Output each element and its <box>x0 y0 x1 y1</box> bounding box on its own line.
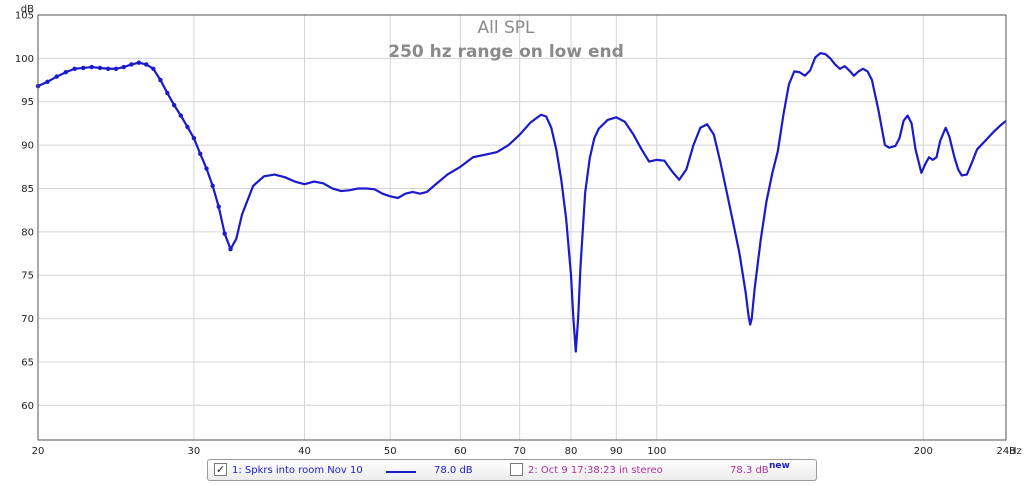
y-tick-label: 60 <box>21 401 34 412</box>
y-tick-label: 85 <box>21 184 34 195</box>
data-point <box>54 74 59 79</box>
chart-subtitle: 250 hz range on low end <box>388 42 624 62</box>
x-tick-label: 100 <box>647 446 666 457</box>
data-point <box>165 90 170 96</box>
data-point <box>216 204 221 209</box>
data-point <box>72 66 77 71</box>
data-point <box>105 66 111 71</box>
data-point <box>185 124 190 130</box>
data-point <box>191 135 197 141</box>
y-axis-label: dB <box>21 4 34 15</box>
y-tick-label: 100 <box>15 54 34 65</box>
data-point <box>151 66 156 71</box>
y-tick-label: 80 <box>21 227 34 238</box>
data-point <box>121 64 126 70</box>
data-point <box>136 60 142 65</box>
data-point <box>45 79 50 84</box>
data-point <box>81 65 86 71</box>
axis-ticks: 60 65 70 75 80 85 90 95 100 105 20 30 40 50 60 70 80 90 10… <box>15 11 1016 458</box>
data-point <box>63 70 69 75</box>
x-tick-label: 40 <box>298 446 311 457</box>
legend-item1-label[interactable]: 1: Spkrs into room Nov 10 <box>232 465 363 476</box>
grid-lines <box>37 14 1006 440</box>
x-tick-label: 90 <box>610 446 623 457</box>
x-tick-label: 60 <box>454 446 467 457</box>
data-point <box>143 62 149 67</box>
plot-frame <box>37 14 1007 441</box>
legend-item1-swatch <box>386 471 416 473</box>
y-tick-label: 70 <box>21 314 34 325</box>
x-tick-label: 70 <box>513 446 526 457</box>
legend-item2-checkbox[interactable] <box>510 463 523 476</box>
data-point <box>210 183 215 189</box>
series-layer <box>35 52 1007 353</box>
x-tick-label: 80 <box>565 446 578 457</box>
legend-item1-value: 78.0 dB <box>434 465 473 476</box>
data-point <box>113 66 119 71</box>
y-tick-label: 90 <box>21 141 34 152</box>
y-tick-label: 75 <box>21 271 34 282</box>
legend-item2-new-badge: new <box>769 461 790 471</box>
series-line-1 <box>37 52 1007 353</box>
y-tick-label: 65 <box>21 357 34 368</box>
data-point <box>89 64 94 70</box>
x-tick-label: 248 <box>996 446 1015 457</box>
legend-item2-value: 78.3 dB <box>730 465 769 476</box>
legend-item1-checkbox[interactable]: ✓ <box>214 463 227 476</box>
x-tick-label: 200 <box>914 446 933 457</box>
y-tick-label: 95 <box>21 97 34 108</box>
y-tick-label: 105 <box>15 11 34 22</box>
x-tick-label: 30 <box>188 446 201 457</box>
legend-item2-label[interactable]: 2: Oct 9 17:38:23 in stereo <box>528 465 663 476</box>
data-point <box>204 166 209 171</box>
data-point <box>129 62 134 67</box>
data-point <box>171 103 177 108</box>
data-point <box>158 77 163 83</box>
spl-chart: 60 65 70 75 80 85 90 95 100 105 20 30 40 50 60 70 80 90 10… <box>15 4 1022 458</box>
x-axis-unit: Hz <box>1009 446 1022 457</box>
data-point <box>198 151 203 156</box>
data-point <box>228 246 233 252</box>
data-point <box>222 231 227 236</box>
x-tick-label: 20 <box>32 446 45 457</box>
legend-bar: ✓ 1: Spkrs into room Nov 10 78.0 dB 2: O… <box>207 459 817 481</box>
x-tick-label: 50 <box>384 446 397 457</box>
chart-title: All SPL <box>478 18 536 38</box>
data-point <box>97 65 103 71</box>
data-point <box>178 113 184 118</box>
